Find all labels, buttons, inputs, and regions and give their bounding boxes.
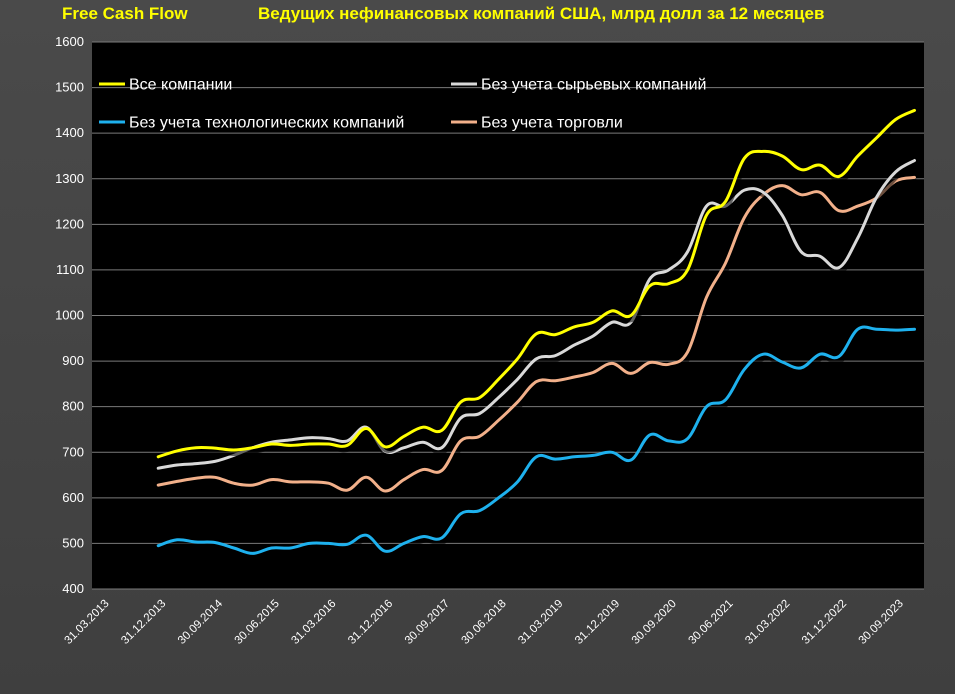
y-tick-label: 500: [62, 535, 84, 550]
y-tick-label: 1600: [55, 34, 84, 49]
legend-label: Без учета технологических компаний: [129, 115, 404, 132]
chart-title: Ведущих нефинансовых компаний США, млрд …: [258, 4, 825, 23]
y-tick-label: 400: [62, 581, 84, 596]
y-tick-label: 1000: [55, 308, 84, 323]
x-tick-label: 31.12.2013: [119, 598, 168, 647]
x-axis-ticks: 31.03.2013 31.12.2013 30.09.2014 30.06.2015…: [62, 597, 905, 647]
x-tick-label: 30.09.2020: [630, 598, 679, 647]
x-tick-label: 31.12.2022: [800, 598, 849, 647]
y-tick-label: 1300: [55, 171, 84, 186]
y-tick-label: 1500: [55, 80, 84, 95]
series-line-0: [156, 108, 916, 459]
series-lines: [156, 108, 919, 560]
x-tick-label: 30.06.2018: [460, 598, 509, 647]
x-tick-label: 30.09.2023: [857, 598, 906, 647]
grid-lines: [92, 41, 924, 590]
x-tick-label: 31.12.2019: [573, 598, 622, 647]
x-tick-label: 30.06.2015: [233, 598, 282, 647]
x-tick-label: 30.09.2014: [176, 597, 226, 647]
series-line-2: [156, 325, 916, 555]
legend: Все компании Без учета сырьевых компаний Б…: [99, 77, 706, 132]
x-tick-label: 31.03.2022: [743, 598, 792, 647]
series-line-1: [156, 159, 916, 470]
chart-label-fcf: Free Cash Flow: [62, 4, 188, 23]
y-tick-label: 1200: [55, 216, 84, 231]
series-line-3: [156, 175, 916, 493]
y-tick-label: 800: [62, 399, 84, 414]
legend-label: Без учета торговли: [481, 115, 623, 132]
y-tick-label: 1400: [55, 125, 84, 140]
x-tick-label: 31.03.2019: [516, 598, 565, 647]
y-axis-ticks: 400 500 600 700 800 900 1000 1100 1200 1300 1400 15…: [55, 34, 84, 596]
y-tick-label: 900: [62, 353, 84, 368]
y-tick-label: 600: [62, 490, 84, 505]
x-tick-label: 31.03.2016: [289, 598, 338, 647]
x-tick-label: 30.09.2017: [403, 598, 452, 647]
legend-label: Без учета сырьевых компаний: [481, 77, 706, 94]
x-tick-label: 31.12.2016: [346, 598, 395, 647]
x-tick-label: 30.06.2021: [686, 598, 735, 647]
x-tick-label: 31.03.2013: [62, 598, 111, 647]
y-tick-label: 700: [62, 444, 84, 459]
legend-label: Все компании: [129, 77, 232, 94]
series-shadow: [159, 326, 917, 560]
y-tick-label: 1100: [56, 262, 84, 277]
